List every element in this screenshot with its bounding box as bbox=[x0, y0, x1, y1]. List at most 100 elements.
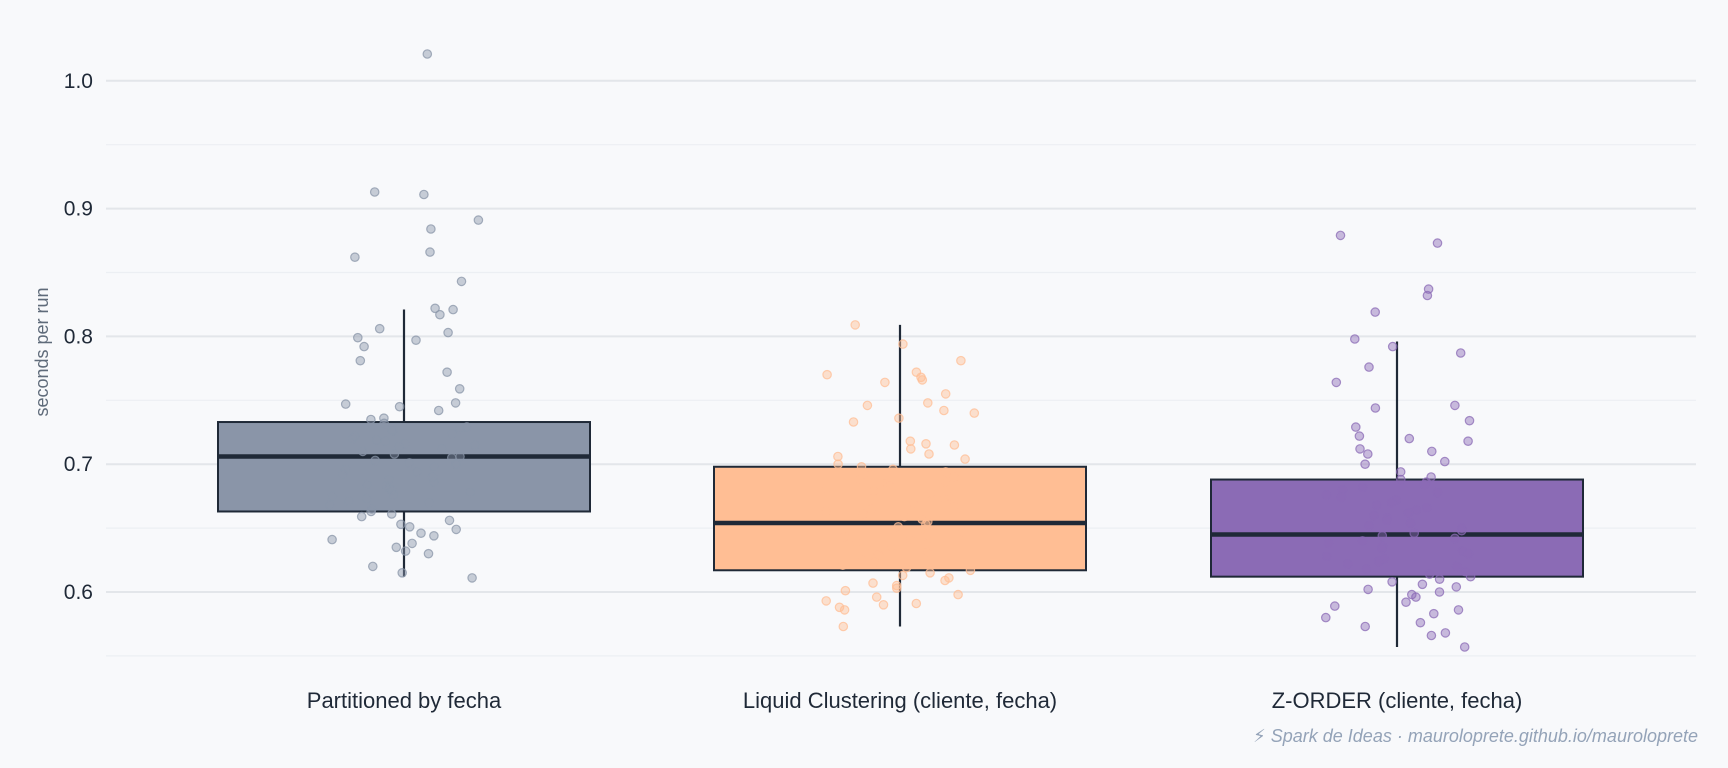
data-point bbox=[1357, 536, 1368, 546]
data-point bbox=[1451, 582, 1462, 592]
data-point bbox=[1351, 422, 1361, 432]
data-point bbox=[1377, 530, 1388, 541]
data-point bbox=[388, 490, 399, 500]
data-point bbox=[367, 561, 378, 572]
data-point bbox=[429, 461, 439, 472]
data-point bbox=[949, 501, 959, 512]
data-point bbox=[1440, 628, 1451, 638]
data-point bbox=[940, 575, 950, 586]
data-point bbox=[465, 487, 476, 498]
x-axis-categories: Partitioned by fecha Liquid Clustering (c… bbox=[307, 688, 1523, 713]
data-point bbox=[362, 479, 372, 490]
data-point bbox=[833, 459, 843, 469]
data-point bbox=[424, 497, 434, 508]
data-point bbox=[1331, 377, 1342, 388]
data-point bbox=[451, 524, 461, 535]
data-point bbox=[340, 464, 351, 475]
data-point bbox=[404, 458, 415, 468]
data-point bbox=[921, 539, 932, 550]
data-point bbox=[400, 546, 411, 556]
data-point bbox=[1417, 579, 1428, 590]
data-point bbox=[1361, 564, 1371, 574]
data-point bbox=[969, 408, 980, 418]
data-point bbox=[429, 477, 439, 487]
data-point bbox=[1401, 597, 1411, 607]
data-point bbox=[856, 461, 867, 472]
data-point bbox=[1415, 617, 1426, 628]
data-point bbox=[454, 383, 465, 394]
data-point bbox=[1455, 348, 1466, 358]
data-point bbox=[901, 562, 912, 573]
y-axis-ticks: 0.6 0.7 0.8 0.9 1.0 bbox=[64, 70, 93, 604]
data-point bbox=[1432, 487, 1443, 498]
data-point bbox=[356, 511, 367, 522]
data-point bbox=[1364, 520, 1374, 531]
data-point bbox=[337, 469, 348, 480]
data-point bbox=[1330, 601, 1340, 611]
data-point bbox=[1453, 605, 1464, 615]
data-point bbox=[454, 423, 465, 434]
data-point bbox=[430, 303, 440, 314]
data-point bbox=[1450, 400, 1460, 411]
data-point bbox=[862, 400, 873, 411]
data-point bbox=[355, 355, 366, 366]
data-point bbox=[1364, 362, 1374, 372]
data-point bbox=[944, 491, 954, 501]
data-point bbox=[949, 440, 960, 450]
data-point bbox=[1355, 444, 1365, 454]
data-point bbox=[1419, 479, 1430, 490]
data-point bbox=[880, 377, 890, 388]
data-point bbox=[1370, 307, 1380, 317]
data-point bbox=[1350, 334, 1360, 344]
data-point bbox=[1387, 576, 1397, 587]
data-point bbox=[419, 189, 429, 200]
data-point bbox=[926, 488, 937, 499]
data-point bbox=[1373, 556, 1384, 567]
data-point bbox=[1321, 612, 1331, 623]
data-point bbox=[327, 534, 337, 545]
data-point bbox=[1354, 431, 1365, 441]
data-point bbox=[1321, 490, 1332, 500]
data-point bbox=[1440, 456, 1450, 467]
data-point bbox=[822, 369, 832, 380]
data-point bbox=[1405, 518, 1416, 528]
data-point bbox=[922, 398, 933, 408]
data-point bbox=[897, 570, 908, 581]
data-point bbox=[888, 464, 898, 475]
data-point bbox=[821, 483, 832, 494]
data-point bbox=[1396, 474, 1406, 485]
data-point bbox=[444, 515, 455, 526]
data-point bbox=[455, 451, 465, 462]
data-point bbox=[965, 565, 976, 576]
box bbox=[217, 421, 591, 513]
data-point bbox=[850, 320, 860, 330]
series-1 bbox=[217, 49, 591, 583]
box bbox=[1210, 478, 1584, 578]
data-point bbox=[925, 567, 935, 578]
data-point bbox=[473, 215, 484, 225]
data-point bbox=[840, 585, 851, 596]
data-point bbox=[917, 375, 928, 385]
y-tick-label: 0.6 bbox=[64, 581, 93, 604]
data-point bbox=[461, 422, 472, 432]
data-point bbox=[1379, 553, 1390, 564]
data-point bbox=[856, 555, 867, 565]
data-point bbox=[893, 521, 903, 532]
data-point bbox=[1409, 528, 1419, 538]
data-point bbox=[1342, 559, 1353, 569]
data-point bbox=[908, 498, 919, 509]
data-point bbox=[1404, 433, 1415, 444]
data-point bbox=[404, 521, 415, 532]
data-point bbox=[1377, 543, 1387, 554]
data-point bbox=[905, 436, 916, 446]
data-point bbox=[969, 496, 980, 507]
data-point bbox=[456, 276, 467, 287]
data-point bbox=[1456, 525, 1467, 536]
data-point bbox=[855, 474, 865, 485]
data-point bbox=[868, 486, 879, 496]
data-point bbox=[1422, 290, 1433, 301]
data-point bbox=[359, 341, 369, 352]
data-point bbox=[374, 323, 385, 334]
data-point bbox=[940, 467, 951, 477]
